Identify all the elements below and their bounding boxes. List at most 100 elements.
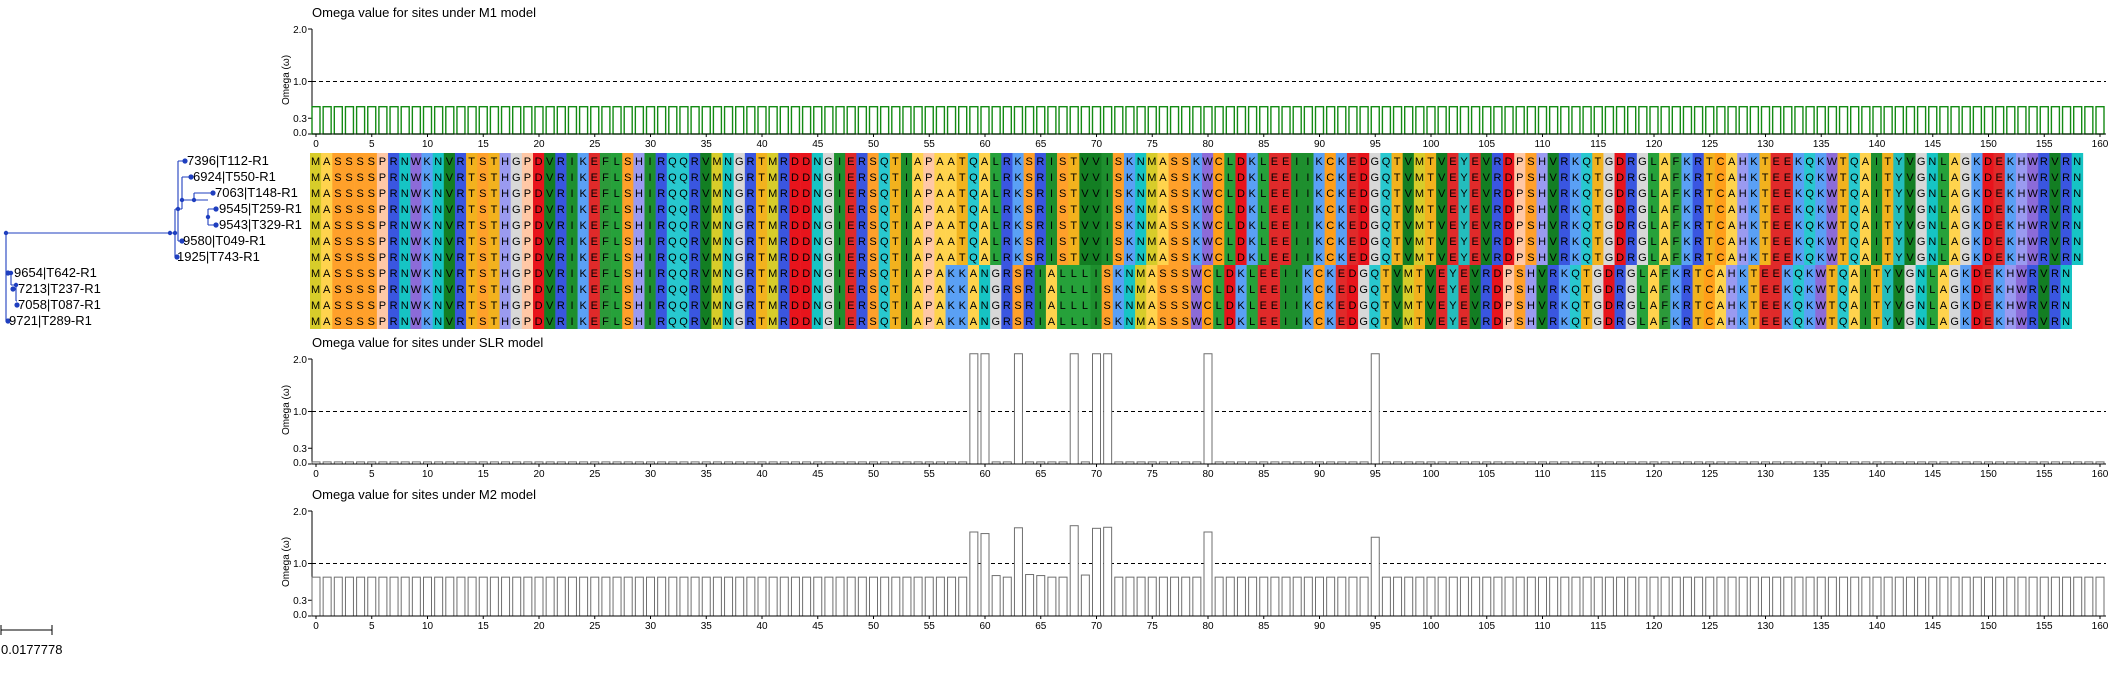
residue-cell xyxy=(521,249,534,265)
residue-letter: G xyxy=(1605,188,1614,200)
residue-cell xyxy=(889,233,902,249)
residue-cell xyxy=(443,169,456,185)
residue-letter: A xyxy=(1851,284,1859,296)
residue-letter: A xyxy=(914,156,922,168)
residue-cell xyxy=(1324,297,1337,313)
m1-omega-bar xyxy=(378,105,388,135)
residue-cell xyxy=(1480,281,1493,297)
residue-letter: S xyxy=(1104,284,1111,296)
residue-cell xyxy=(1614,281,1626,297)
residue-cell xyxy=(1313,249,1325,265)
m1-omega-bar xyxy=(1693,105,1704,135)
residue-cell xyxy=(1068,249,1080,265)
m2-omega-bar xyxy=(668,576,678,617)
m1-omega-bar xyxy=(1180,105,1191,135)
residue-cell xyxy=(834,249,846,265)
m2-omega-bar xyxy=(1504,576,1514,617)
residue-cell xyxy=(934,233,946,249)
residue-cell xyxy=(1748,233,1760,249)
residue-cell xyxy=(1971,281,1983,297)
residue-cell xyxy=(1436,169,1448,185)
residue-letter: R xyxy=(2051,316,2059,328)
residue-letter: R xyxy=(2062,220,2070,232)
x-tick-label: 40 xyxy=(756,469,768,480)
residue-cell xyxy=(689,217,701,233)
residue-letter: N xyxy=(1917,300,1925,312)
x-tick-label: 15 xyxy=(478,469,490,480)
residue-letter: V xyxy=(1483,204,1491,216)
residue-cell xyxy=(443,249,456,265)
residue-cell xyxy=(1993,249,2006,265)
residue-cell xyxy=(1592,265,1604,281)
residue-letter: K xyxy=(2007,220,2015,232)
m2-omega-bar xyxy=(1894,576,1904,617)
residue-cell xyxy=(1380,265,1392,281)
residue-letter: L xyxy=(1082,316,1088,328)
residue-letter: K xyxy=(1315,188,1323,200)
x-tick-label: 145 xyxy=(1924,621,1941,632)
residue-letter: E xyxy=(1260,268,1267,280)
residue-letter: A xyxy=(947,236,955,248)
residue-letter: R xyxy=(457,188,465,200)
x-tick-label: 155 xyxy=(2036,469,2053,480)
residue-letter: H xyxy=(1527,316,1535,328)
residue-letter: R xyxy=(858,316,866,328)
residue-letter: Q xyxy=(1371,284,1380,296)
m1-omega-bar xyxy=(1470,105,1481,135)
residue-letter: W xyxy=(1202,172,1213,184)
residue-cell xyxy=(1491,153,1504,169)
residue-cell xyxy=(388,185,400,201)
residue-letter: K xyxy=(580,172,588,184)
residue-letter: E xyxy=(1996,188,2003,200)
residue-cell xyxy=(722,297,734,313)
m1-omega-bar xyxy=(746,105,756,135)
residue-letter: V xyxy=(1483,188,1491,200)
m1-omega-bar xyxy=(1537,105,1548,135)
residue-letter: D xyxy=(1616,236,1624,248)
m2-omega-bar xyxy=(869,576,878,617)
residue-letter: T xyxy=(1583,316,1590,328)
residue-cell xyxy=(1268,233,1281,249)
residue-letter: S xyxy=(624,268,631,280)
residue-letter: S xyxy=(1115,236,1122,248)
residue-letter: Q xyxy=(668,300,677,312)
residue-letter: K xyxy=(1973,220,1981,232)
residue-letter: K xyxy=(1249,188,1257,200)
residue-letter: W xyxy=(2016,284,2027,296)
residue-cell xyxy=(1848,153,1861,169)
residue-cell xyxy=(443,201,456,217)
residue-cell xyxy=(1815,201,1827,217)
residue-letter: K xyxy=(1683,220,1691,232)
residue-cell xyxy=(1937,217,1950,233)
m2-omega-bar xyxy=(2017,576,2027,617)
residue-letter: Q xyxy=(1582,236,1591,248)
residue-cell xyxy=(1592,281,1604,297)
residue-cell xyxy=(510,281,523,297)
residue-cell xyxy=(889,249,902,265)
residue-cell xyxy=(1770,233,1783,249)
residue-letter: R xyxy=(780,252,788,264)
residue-cell xyxy=(1770,217,1783,233)
residue-cell xyxy=(410,217,422,233)
residue-cell xyxy=(1491,265,1504,281)
residue-letter: M xyxy=(1404,268,1413,280)
residue-cell xyxy=(1257,233,1270,249)
residue-letter: I xyxy=(838,220,841,232)
residue-letter: V xyxy=(1550,204,1558,216)
m1-omega-bar xyxy=(1816,105,1826,135)
residue-cell xyxy=(1168,201,1180,217)
m1-omega-bar xyxy=(411,105,422,135)
residue-letter: G xyxy=(991,316,1000,328)
residue-letter: K xyxy=(1327,268,1335,280)
residue-cell xyxy=(1792,217,1805,233)
residue-cell xyxy=(1302,281,1314,297)
residue-cell xyxy=(1503,153,1515,169)
residue-cell xyxy=(432,153,445,169)
residue-cell xyxy=(1748,217,1760,233)
residue-letter: K xyxy=(1193,172,1201,184)
residue-cell xyxy=(466,233,478,249)
residue-letter: K xyxy=(1784,316,1792,328)
residue-cell xyxy=(1346,297,1359,313)
residue-cell xyxy=(1168,169,1180,185)
residue-cell xyxy=(1246,185,1259,201)
